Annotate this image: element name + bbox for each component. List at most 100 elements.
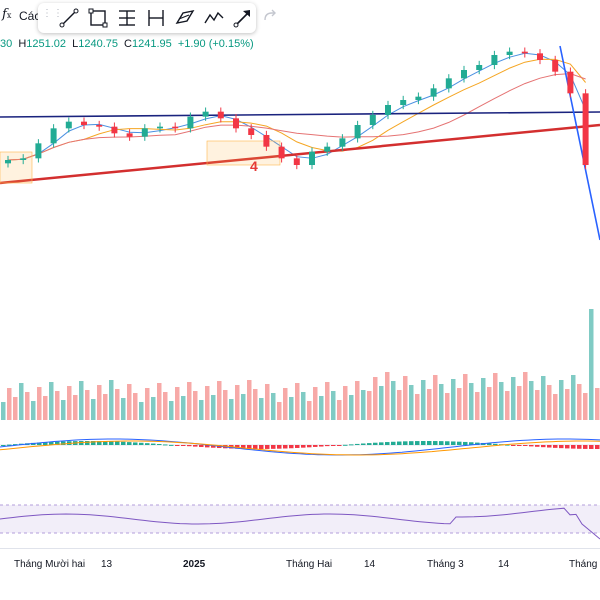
volume-bar — [151, 397, 156, 420]
volume-bar — [265, 384, 270, 420]
macd-histogram-bar — [367, 443, 372, 445]
candle-body — [324, 146, 331, 152]
candle-body — [293, 158, 300, 165]
volume-bar — [415, 394, 420, 420]
macd-histogram-bar — [271, 445, 276, 449]
macd-histogram-bar — [283, 445, 288, 449]
macd-histogram-bar — [577, 445, 582, 449]
volume-bar — [127, 384, 132, 420]
highlight-zone — [0, 151, 33, 184]
candle-body — [126, 133, 133, 137]
macd-histogram-bar — [259, 445, 264, 449]
macd-histogram-bar — [583, 445, 588, 449]
macd-histogram-bar — [331, 445, 336, 446]
macd-line — [0, 438, 600, 456]
volume-bar — [271, 393, 276, 420]
x-tick-label: Tháng Hai — [286, 559, 333, 570]
wave-label: 4 — [250, 158, 258, 174]
macd-histogram-bar — [589, 445, 594, 449]
volume-bar — [469, 383, 474, 420]
volume-bar — [463, 374, 468, 420]
volume-bar — [427, 389, 432, 420]
candle-body — [157, 126, 163, 129]
volume-bar — [397, 390, 402, 420]
candle-body — [141, 128, 148, 137]
macd-histogram-bar — [37, 442, 42, 445]
volume-bar — [409, 385, 414, 420]
redo-icon[interactable] — [262, 9, 278, 23]
price-chart[interactable]: 4 — [0, 0, 600, 548]
candle-body — [354, 125, 361, 139]
macd-histogram-bar — [325, 445, 330, 447]
trend-line-icon[interactable] — [56, 6, 82, 30]
volume-bar — [493, 373, 498, 420]
macd-histogram-bar — [181, 445, 186, 446]
macd-histogram-bar — [193, 445, 198, 447]
signal-line — [0, 440, 600, 456]
moving-average-line — [7, 58, 586, 161]
macd-histogram-bar — [295, 445, 300, 448]
arrow-icon[interactable] — [230, 6, 256, 30]
candle-body — [81, 121, 87, 125]
macd-histogram-bar — [553, 445, 558, 448]
candle-body — [385, 105, 391, 115]
volume-bar — [235, 385, 240, 420]
volume-bar — [595, 388, 600, 420]
macd-histogram-bar — [289, 445, 294, 449]
volume-bar — [517, 386, 522, 420]
macd-histogram-bar — [187, 445, 192, 447]
top-bar: fx Các ⋮⋮ — [0, 0, 600, 34]
macd-histogram-bar — [241, 445, 246, 449]
macd-histogram-bar — [571, 445, 576, 449]
candle-body — [309, 151, 315, 165]
macd-histogram-bar — [157, 443, 162, 445]
volume-bar — [475, 392, 480, 420]
candle-body — [552, 60, 559, 72]
volume-bar — [163, 392, 168, 420]
function-icon[interactable]: fx — [2, 7, 12, 22]
macd-histogram-bar — [211, 445, 216, 448]
volume-bar — [283, 388, 288, 420]
macd-histogram-bar — [61, 441, 66, 445]
candle-body — [415, 96, 422, 100]
volume-bar — [511, 377, 516, 420]
fib-retracement-icon[interactable] — [114, 6, 140, 30]
macd-histogram-bar — [247, 445, 252, 449]
volume-bar — [79, 381, 84, 420]
volume-bar — [277, 402, 282, 420]
macd-histogram-bar — [49, 441, 54, 445]
macd-histogram-bar — [307, 445, 312, 448]
volume-bar — [169, 401, 174, 420]
rectangle-icon[interactable] — [85, 6, 111, 30]
volume-bar — [109, 380, 114, 420]
candle-body — [248, 128, 255, 135]
volume-bar — [133, 393, 138, 420]
candle-body — [506, 51, 513, 55]
volume-bar — [139, 402, 144, 420]
low-value: 1240.75 — [78, 38, 118, 50]
path-icon[interactable] — [201, 6, 227, 30]
macd-histogram-bar — [319, 445, 324, 447]
macd-histogram-bar — [337, 445, 342, 446]
high-value: 1251.02 — [26, 38, 67, 50]
volume-bar — [505, 391, 510, 420]
macd-histogram-bar — [523, 445, 528, 446]
macd-histogram-bar — [457, 441, 462, 445]
volume-bar — [31, 401, 36, 420]
volume-bar — [13, 397, 18, 420]
x-tick-label: 13 — [101, 559, 113, 570]
candle-body — [445, 78, 452, 89]
macd-pane — [0, 438, 600, 456]
candle-body — [582, 93, 589, 165]
volume-bar — [49, 382, 54, 420]
x-tick-label: 14 — [364, 559, 376, 570]
brush-icon[interactable] — [172, 6, 198, 30]
macd-histogram-bar — [511, 445, 516, 446]
position-icon[interactable] — [143, 6, 169, 30]
macd-histogram-bar — [427, 441, 432, 445]
indicators-button[interactable]: Các — [19, 9, 41, 23]
macd-histogram-bar — [361, 443, 366, 445]
volume-bar — [349, 395, 354, 420]
volume-bar — [37, 387, 42, 420]
volume-bar — [457, 388, 462, 420]
